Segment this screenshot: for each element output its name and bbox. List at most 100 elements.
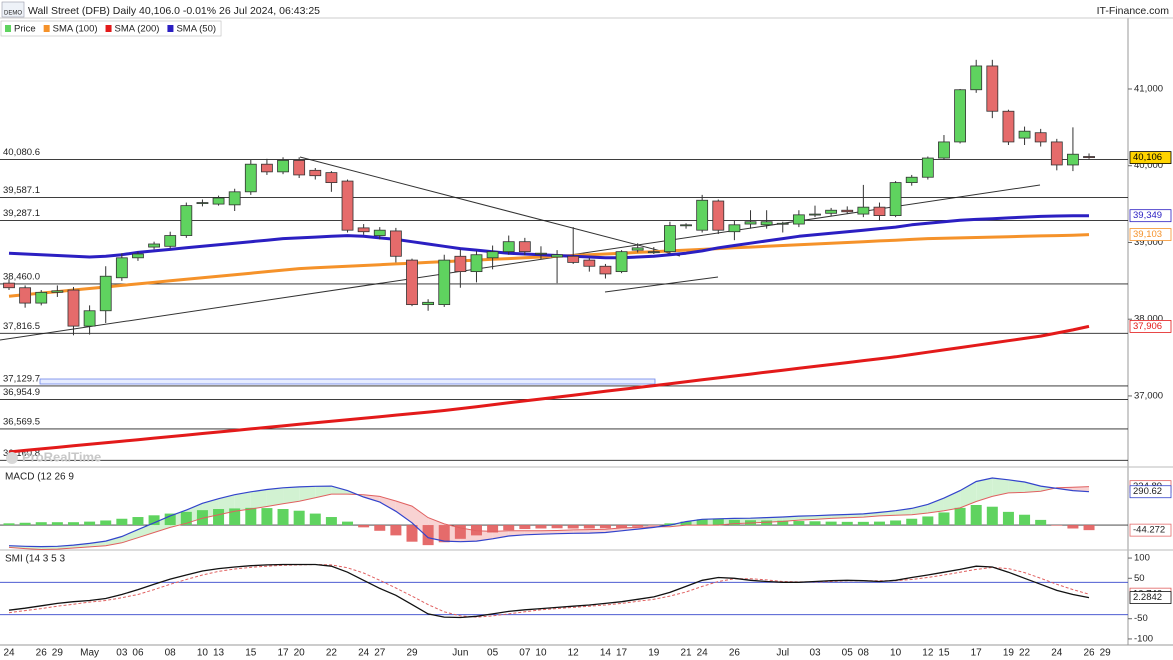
candle-body — [825, 209, 838, 214]
histogram-bar — [1051, 525, 1063, 526]
candle-body — [857, 206, 870, 215]
candle-body — [1083, 156, 1095, 158]
histogram-bar — [342, 521, 354, 526]
y-tick-label: -100 — [1134, 633, 1153, 644]
level-label: 39,587.1 — [3, 185, 40, 196]
histogram-bar — [986, 506, 998, 526]
candle-body — [809, 213, 821, 216]
histogram-bar — [438, 525, 450, 543]
badge-box — [1, 1, 25, 18]
histogram-bar — [954, 507, 966, 526]
candle-body — [99, 275, 112, 312]
y-tick-label: 100 — [1134, 553, 1150, 564]
end-label: 40,106 — [1133, 152, 1162, 163]
histogram-bar — [890, 520, 902, 526]
histogram-bar — [390, 525, 402, 536]
macd-fill — [1024, 482, 1041, 493]
candle-body — [1067, 153, 1079, 166]
candle-body — [905, 176, 918, 184]
end-label: 39,349 — [1133, 210, 1162, 221]
end-label: 290.62 — [1133, 486, 1162, 497]
histogram-bar — [422, 525, 434, 546]
candle-body — [551, 254, 563, 258]
y-tick-label: -50 — [1134, 613, 1148, 624]
watermark: ProRealTime — [22, 449, 101, 464]
chart-title: Wall Street (DFB) Daily 40,106.0 -0.01% … — [28, 5, 320, 17]
level-label: 39,287.1 — [3, 208, 40, 219]
histogram-bar — [680, 521, 692, 526]
x-tick-label: 07 — [519, 648, 531, 659]
macd-fill — [960, 481, 977, 508]
candle-body — [502, 241, 515, 253]
macd-fill — [492, 530, 509, 539]
legend-label: SMA (200) — [115, 24, 160, 35]
x-tick-label: 24 — [1051, 648, 1063, 659]
level-label: 40,080.6 — [3, 147, 40, 158]
macd-fill — [1008, 479, 1025, 493]
x-tick-label: 06 — [132, 648, 144, 659]
candle-body — [938, 141, 950, 159]
candle-body — [873, 206, 886, 217]
x-tick-label: 21 — [680, 648, 692, 659]
candle-body — [1018, 130, 1031, 139]
candle-body — [164, 235, 177, 247]
histogram-bar — [325, 517, 337, 526]
end-label: 37,906 — [1133, 321, 1162, 332]
histogram-bar — [196, 510, 208, 526]
macd-fill — [121, 529, 138, 543]
histogram-bar — [535, 525, 547, 529]
end-label-box — [1129, 209, 1172, 223]
end-label-box — [1129, 151, 1172, 164]
candle-body — [389, 230, 402, 257]
candle-body — [309, 169, 322, 177]
candle-body — [518, 241, 531, 253]
histogram-bar — [841, 521, 853, 526]
histogram-bar — [309, 513, 321, 526]
candle-body — [470, 254, 483, 273]
histogram-bar — [809, 521, 821, 526]
histogram-bar — [358, 525, 370, 528]
candle-body — [615, 251, 628, 273]
candle-body — [341, 180, 354, 231]
histogram-bar — [648, 525, 660, 526]
x-tick-label: 15 — [938, 648, 950, 659]
legend-swatch — [5, 25, 11, 32]
histogram-bar — [261, 508, 273, 526]
histogram-bar — [35, 522, 47, 526]
histogram-bar — [1035, 519, 1047, 526]
end-label-box — [1129, 523, 1172, 537]
signal-line — [8, 486, 1090, 551]
candle-body — [244, 163, 257, 193]
legend-label: Price — [14, 24, 36, 35]
macd-fill — [331, 486, 348, 495]
candle-body — [325, 172, 338, 184]
end-label: 2.2842 — [1133, 592, 1162, 603]
macd-fill — [89, 541, 106, 547]
histogram-bar — [696, 519, 708, 526]
y-tick-label: 38,000 — [1134, 314, 1163, 325]
x-tick-label: 27 — [374, 648, 386, 659]
x-tick-label: 08 — [165, 648, 177, 659]
x-tick-label: 17 — [277, 648, 289, 659]
signal-line — [8, 563, 1090, 618]
candle-body — [422, 301, 435, 306]
candle-body — [664, 225, 676, 253]
candle-body — [1034, 132, 1047, 143]
histogram-bar — [148, 515, 160, 526]
x-tick-label: Jul — [776, 648, 789, 659]
macd-fill — [234, 491, 251, 512]
histogram-bar — [470, 525, 482, 536]
histogram-bar — [777, 520, 789, 526]
candle-body — [115, 257, 128, 279]
x-tick-label: 14 — [600, 648, 612, 659]
histogram-bar — [406, 525, 418, 542]
histogram-bar — [583, 525, 595, 529]
x-tick-label: 29 — [1100, 648, 1112, 659]
histogram-bar — [19, 522, 31, 526]
sma-line — [8, 214, 1090, 260]
plot-layer: 24 26 29 May 03 06 08 10 13 15 17 20 22 24 27 29 Jun 05 07… — [0, 20, 1172, 659]
histogram-bar — [3, 523, 15, 526]
macd-fill — [266, 487, 284, 507]
x-tick-label: May — [80, 648, 99, 659]
